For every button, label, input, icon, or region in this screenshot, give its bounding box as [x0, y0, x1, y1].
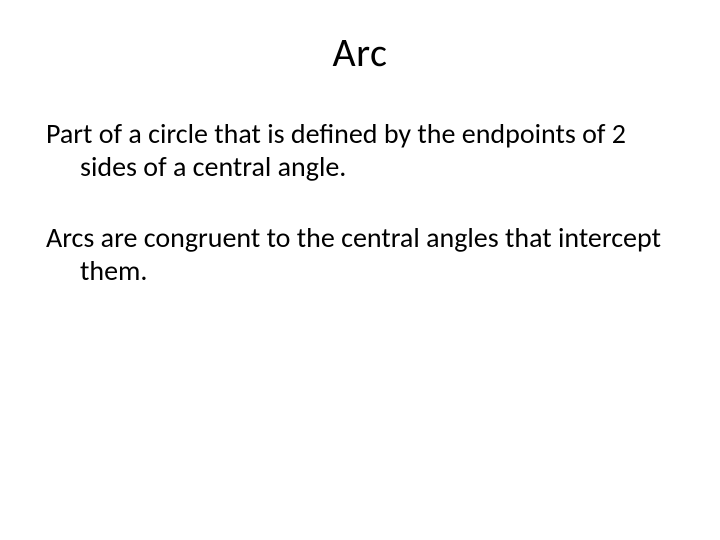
body-paragraph-2: Arcs are congruent to the central angles… — [46, 221, 674, 287]
body-paragraph-1: Part of a circle that is defined by the … — [46, 117, 674, 183]
slide-body: Part of a circle that is defined by the … — [46, 117, 674, 287]
slide-container: Arc Part of a circle that is defined by … — [0, 0, 720, 540]
slide-title: Arc — [46, 28, 674, 77]
